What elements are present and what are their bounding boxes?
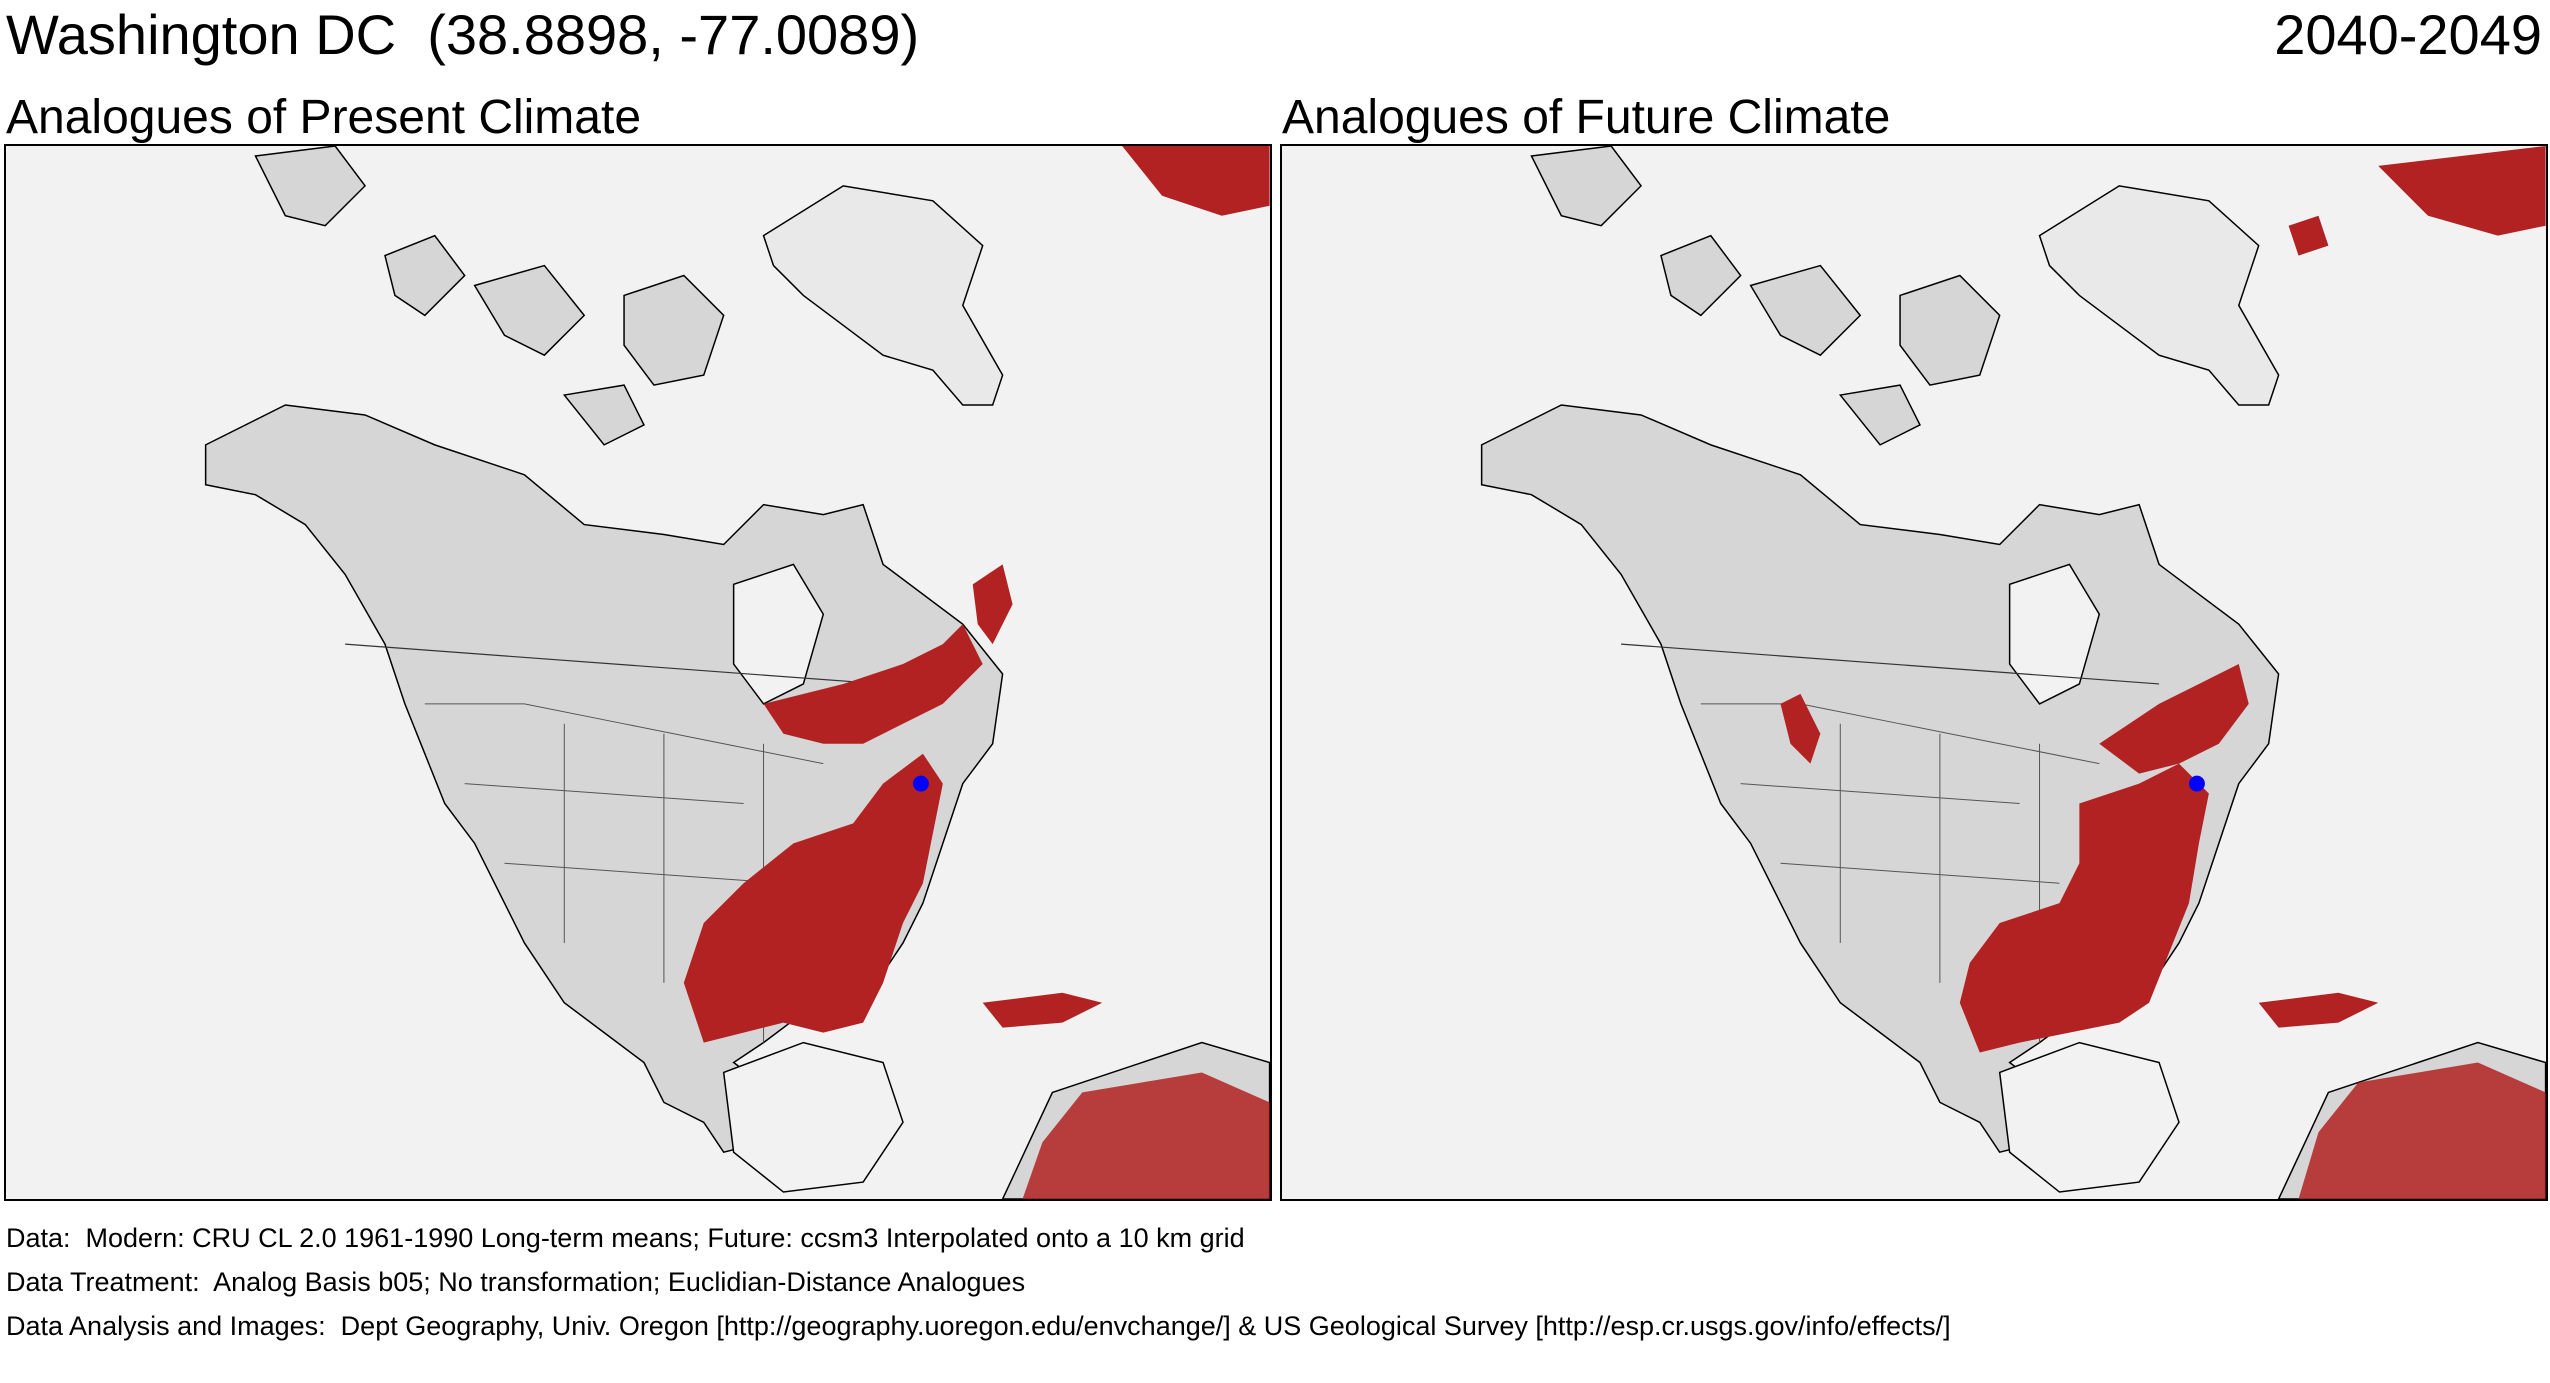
gulf-of-mexico [1998, 1041, 2180, 1193]
analogue-region-northeast [2099, 664, 2249, 774]
analogue-region-europe-corner [2378, 146, 2546, 236]
north-america-landmass [204, 404, 1004, 1154]
arctic-islands [254, 146, 725, 446]
analogue-region-great-lakes [763, 624, 983, 744]
gulf-of-mexico [722, 1041, 904, 1193]
period-label: 2040-2049 [2274, 3, 2542, 66]
greenland-landmass [762, 185, 1004, 406]
analogue-region-europe-corner [1122, 146, 1270, 216]
analogue-region-rockies [1780, 693, 1821, 764]
analogue-region-eastern-us [1959, 763, 2209, 1053]
footer-data-treatment: Data Treatment: Analog Basis b05; No tra… [6, 1267, 1026, 1297]
analogue-region-south-america [1022, 1072, 1270, 1199]
map-title: Washington DC (38.8898, -77.0089) [6, 3, 920, 66]
analogue-region-maritimes [972, 564, 1013, 645]
state-boundaries [1700, 703, 2100, 1043]
hudson-bay [2008, 563, 2101, 705]
analogue-region-caribbean [982, 992, 1103, 1028]
footer-data-source: Data: Modern: CRU CL 2.0 1961-1990 Long-… [6, 1223, 1245, 1253]
analogue-region-south-america [2298, 1062, 2546, 1199]
future-climate-map [1280, 144, 2548, 1201]
hudson-bay [732, 563, 825, 705]
analogue-region-iceland [2288, 215, 2329, 256]
analogue-region-eastern-us [683, 753, 943, 1043]
target-location-marker [2188, 775, 2205, 792]
present-climate-map [4, 144, 1272, 1201]
state-boundaries [424, 703, 824, 1043]
analogue-region-caribbean [2258, 992, 2379, 1028]
arctic-islands [1530, 146, 2001, 446]
us-canada-border [345, 643, 884, 685]
greenland-landmass [2038, 185, 2280, 406]
us-canada-border [1621, 643, 2160, 685]
footer-data-analysis: Data Analysis and Images: Dept Geography… [6, 1311, 1951, 1341]
target-location-marker [912, 775, 929, 792]
present-climate-panel-title: Analogues of Present Climate [6, 91, 642, 144]
future-climate-panel-title: Analogues of Future Climate [1282, 91, 1891, 144]
